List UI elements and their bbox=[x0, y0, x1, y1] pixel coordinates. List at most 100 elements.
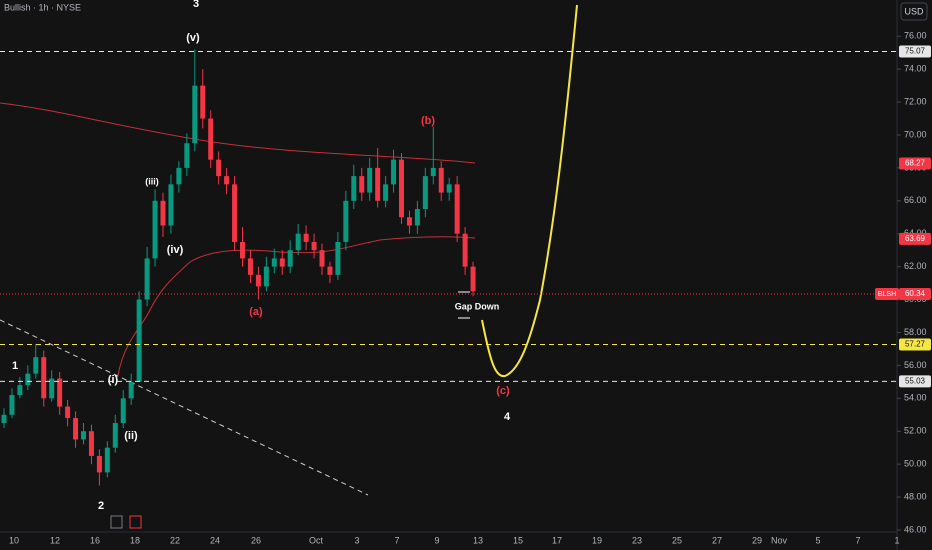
candle-body bbox=[41, 357, 47, 399]
price-badge bbox=[899, 287, 931, 300]
price-badge-label: 60.34 bbox=[905, 289, 926, 298]
candle-body bbox=[152, 200, 158, 259]
candle-body bbox=[414, 209, 420, 226]
x-tick-label: 13 bbox=[473, 535, 483, 545]
x-tick-label: 7 bbox=[855, 535, 860, 545]
candle-body bbox=[33, 357, 39, 374]
candle-body bbox=[57, 378, 63, 407]
wave-label: 4 bbox=[504, 411, 511, 423]
candle-body bbox=[176, 167, 182, 185]
price-badge bbox=[899, 232, 931, 245]
candle-body bbox=[319, 250, 325, 267]
candle-body bbox=[295, 233, 301, 251]
candle-body bbox=[168, 184, 174, 226]
candle-body bbox=[311, 241, 317, 251]
x-tick-label: 22 bbox=[170, 535, 180, 545]
x-tick-label: 3 bbox=[354, 535, 359, 545]
candle-body bbox=[462, 233, 468, 267]
price-badge bbox=[899, 157, 931, 170]
candle-body bbox=[271, 258, 277, 267]
candle-body bbox=[25, 373, 31, 386]
wave-label: (iii) bbox=[145, 176, 159, 186]
x-tick-label: Oct bbox=[309, 535, 324, 545]
earnings-icon[interactable] bbox=[129, 515, 142, 529]
x-tick-label: 29 bbox=[752, 535, 762, 545]
candle-body bbox=[383, 184, 389, 201]
y-tick-label: 70.00 bbox=[904, 129, 927, 139]
price-badge-label: 57.27 bbox=[905, 340, 926, 349]
x-tick-label: 5 bbox=[815, 535, 820, 545]
candle-body bbox=[120, 398, 126, 424]
y-tick-label: 48.00 bbox=[904, 491, 927, 501]
candle-body bbox=[263, 266, 269, 287]
y-tick-label: 58.00 bbox=[904, 327, 927, 337]
candle-body bbox=[351, 176, 357, 201]
candle-body bbox=[287, 250, 293, 267]
y-tick-label: 76.00 bbox=[904, 31, 927, 41]
candle-body bbox=[136, 299, 142, 382]
candle-body bbox=[303, 233, 309, 242]
candle-body bbox=[200, 85, 206, 119]
candle-body bbox=[81, 431, 86, 440]
candle-body bbox=[406, 217, 412, 226]
symbol-label: BLSH bbox=[878, 291, 896, 298]
currency[interactable]: USD bbox=[904, 6, 924, 16]
candle-body bbox=[430, 167, 436, 177]
x-tick-label: 9 bbox=[434, 535, 439, 545]
candle-body bbox=[454, 184, 460, 234]
candle-body bbox=[279, 258, 285, 267]
candle-body bbox=[470, 266, 476, 292]
candle-body bbox=[391, 159, 397, 185]
x-tick-label: Nov bbox=[771, 535, 788, 545]
wave-label: (i) bbox=[108, 374, 119, 386]
currency-button[interactable] bbox=[900, 2, 928, 21]
y-tick-label: 50.00 bbox=[904, 459, 927, 469]
x-tick-label: 17 bbox=[552, 535, 562, 545]
x-tick-label: 10 bbox=[9, 535, 19, 545]
candle-body bbox=[446, 184, 452, 193]
x-tick-label: 26 bbox=[251, 535, 261, 545]
candle-body bbox=[96, 455, 102, 473]
wave-label: (a) bbox=[249, 306, 263, 318]
candle-body bbox=[375, 167, 381, 201]
candle-body bbox=[128, 381, 134, 399]
candle-body bbox=[240, 241, 245, 259]
symbol-badge bbox=[875, 287, 899, 300]
candle-body bbox=[144, 258, 150, 300]
candle-body bbox=[184, 143, 190, 168]
price-badge-label: 68.27 bbox=[905, 159, 926, 168]
y-tick-label: 56.00 bbox=[904, 360, 927, 370]
y-tick-label: 54.00 bbox=[904, 393, 927, 403]
wave-label: (b) bbox=[421, 115, 435, 127]
y-tick-label: 52.00 bbox=[904, 426, 927, 436]
candle-body bbox=[160, 200, 166, 226]
projection-path bbox=[481, 4, 578, 378]
candle-body bbox=[17, 385, 23, 396]
price-badge bbox=[899, 45, 931, 58]
candle-body bbox=[104, 447, 110, 473]
candle-body bbox=[327, 266, 333, 275]
y-tick-label: 62.00 bbox=[904, 261, 927, 271]
y-tick-label: 74.00 bbox=[904, 64, 927, 74]
candle-body bbox=[359, 176, 365, 193]
wave-label: 3 bbox=[193, 0, 199, 10]
trendline bbox=[0, 319, 369, 496]
candle-body bbox=[247, 258, 253, 275]
wave-label: (iv) bbox=[167, 244, 184, 256]
wave-label: 1 bbox=[12, 360, 18, 372]
candle-body bbox=[232, 184, 238, 242]
x-tick-label: 18 bbox=[130, 535, 140, 545]
candle-body bbox=[438, 167, 444, 193]
candle-body bbox=[49, 378, 55, 399]
candle-body bbox=[399, 159, 404, 218]
earnings-icon[interactable] bbox=[110, 515, 123, 529]
x-tick-label: 15 bbox=[513, 535, 523, 545]
candle-body bbox=[1, 414, 7, 424]
y-tick-label: 46.00 bbox=[904, 524, 927, 534]
wave-label: 2 bbox=[98, 500, 104, 512]
candle-body bbox=[422, 176, 428, 210]
candle-body bbox=[208, 118, 214, 160]
wave-label: (v) bbox=[186, 32, 200, 44]
